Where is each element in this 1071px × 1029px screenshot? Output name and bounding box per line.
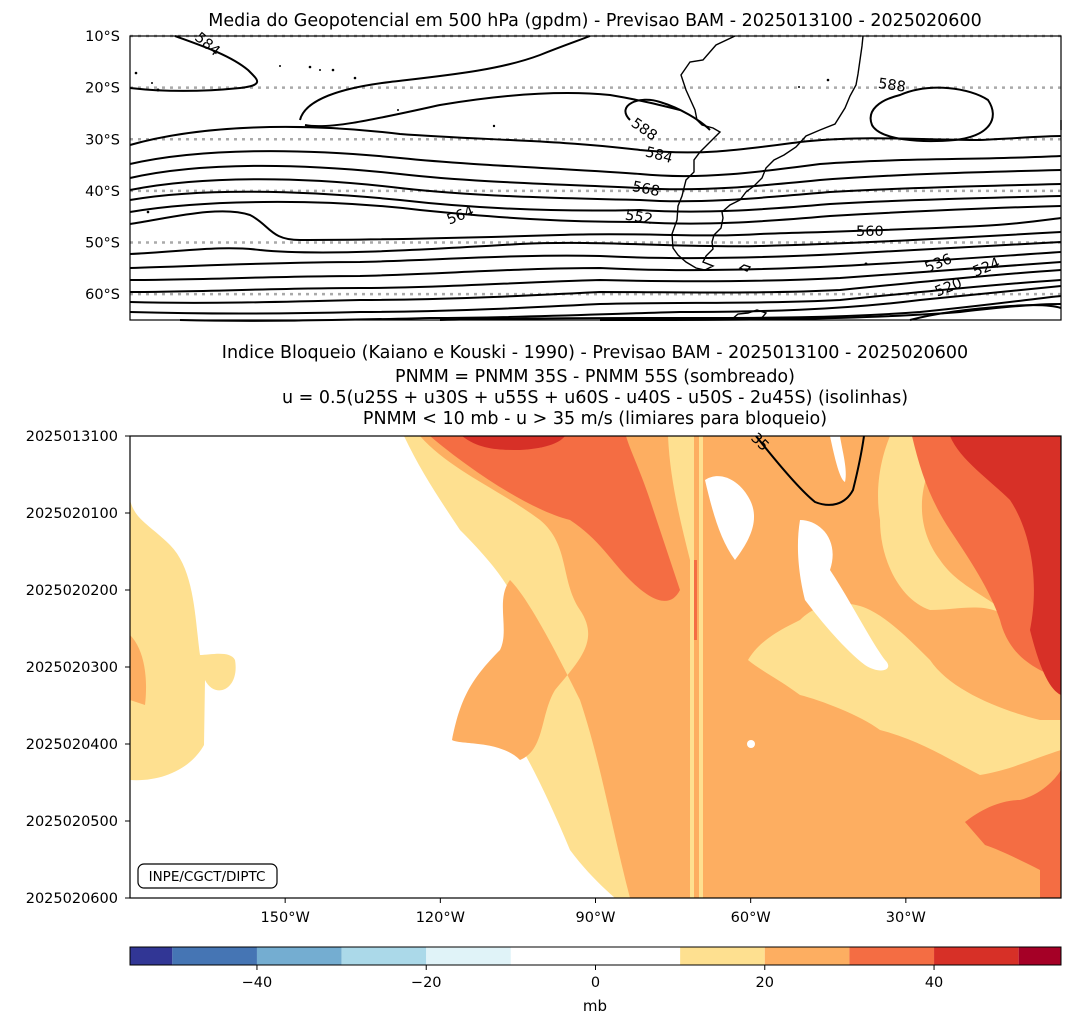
lon-tick-label: 120°W: [416, 910, 465, 926]
contour-560-low: [129, 210, 1062, 242]
time-axis: 2025013100 2025020100 2025020200 2025020300…: [26, 429, 130, 907]
colorbar-swatch: [764, 947, 850, 965]
contour-520: [909, 304, 1062, 321]
colorbar-tick-label: 20: [756, 975, 774, 991]
stripe-artifact: [694, 436, 699, 898]
lat-tick-label: 40°S: [85, 184, 120, 200]
colorbar-swatch: [1018, 947, 1061, 965]
stripe-artifact: [694, 560, 697, 640]
contour-label: 552: [624, 208, 654, 229]
contour-544: [129, 261, 1062, 293]
contour-568: [129, 190, 1062, 213]
colorbar: −40 −20 0 20 40 mb: [129, 946, 1062, 1015]
time-tick-label: 2025013100: [26, 429, 118, 445]
colorbar-swatch: [130, 947, 173, 965]
colorbar-tick-label: −40: [242, 975, 273, 991]
colorbar-swatches: [130, 947, 1061, 965]
white-gap: [705, 476, 755, 560]
white-gap: [830, 436, 846, 482]
lat-tick-label: 60°S: [85, 287, 120, 303]
map-title: Media do Geopotencial em 500 hPa (gpdm) …: [208, 11, 981, 31]
lon-tick-label: 30°W: [886, 910, 926, 926]
blocking-title-line-2: PNMM = PNMM 35S - PNMM 55S (sombreado): [395, 367, 795, 387]
contour-540: [129, 269, 1062, 304]
time-tick-label: 2025020600: [26, 891, 118, 907]
time-tick-label: 2025020200: [26, 583, 118, 599]
longitude-axis: 150°W 120°W 90°W 60°W 30°W: [261, 898, 926, 926]
shading-40-50: [462, 436, 565, 450]
shading-20-30: [130, 635, 147, 705]
contour-584-main: [129, 125, 1062, 154]
map-y-axis: 10°S 20°S 30°S 40°S 50°S 60°S: [85, 29, 120, 303]
lat-tick-label: 10°S: [85, 29, 120, 45]
blocking-title-line-3: u = 0.5(u25S + u30S + u55S + u60S - u40S…: [282, 388, 908, 408]
contour-528: [439, 295, 1062, 321]
lat-tick-label: 30°S: [85, 132, 120, 148]
contour-548: [129, 251, 1062, 281]
geopotential-map-panel: Media do Geopotencial em 500 hPa (gpdm) …: [85, 11, 1062, 322]
shading-40-50-east: [950, 436, 1061, 695]
contour-588-west: [299, 35, 591, 121]
colorbar-ticks: −40 −20 0 20 40: [242, 965, 943, 991]
contour-572: [129, 178, 1062, 203]
time-tick-label: 2025020400: [26, 737, 118, 753]
contour-576: [129, 164, 1062, 191]
colorbar-swatch: [934, 947, 1019, 965]
time-tick-label: 2025020300: [26, 660, 118, 676]
contour-564: [129, 200, 1062, 225]
shading-30-40-southeast: [965, 770, 1061, 898]
lon-tick-label: 150°W: [261, 910, 310, 926]
colorbar-swatch: [680, 947, 765, 965]
blocking-title-line-1: Indice Bloqueio (Kaiano e Kouski - 1990)…: [222, 343, 968, 363]
blocking-title-line-4: PNMM < 10 mb - u > 35 m/s (limiares para…: [363, 409, 827, 429]
credit-text: INPE/CGCT/DIPTC: [149, 869, 266, 885]
shading-10-20: [130, 436, 236, 781]
contour-label: 588: [877, 76, 907, 96]
white-gap: [747, 740, 755, 748]
shading-30-40: [430, 436, 680, 601]
colorbar-swatch: [172, 947, 257, 965]
lat-tick-label: 20°S: [85, 81, 120, 97]
colorbar-tick-label: −20: [411, 975, 442, 991]
u-isoline-35: [755, 435, 865, 506]
stripe-artifact: [690, 436, 694, 898]
contour-label: 568: [631, 179, 661, 200]
contour-580: [129, 150, 1062, 178]
blocking-index-panel: Indice Bloqueio (Kaiano e Kouski - 1990)…: [26, 343, 1062, 926]
colorbar-tick-label: 40: [925, 975, 943, 991]
contour-556: [129, 231, 1062, 255]
pnmm-shading: [130, 436, 1061, 898]
stripe-artifact: [699, 436, 703, 898]
lat-tick-label: 50°S: [85, 236, 120, 252]
lon-tick-label: 60°W: [731, 910, 771, 926]
colorbar-swatch: [849, 947, 935, 965]
colorbar-label: mb: [583, 997, 607, 1015]
contour-588-loop: [624, 98, 711, 131]
time-tick-label: 2025020100: [26, 506, 118, 522]
south-america-coastline: [671, 35, 864, 271]
colorbar-swatch: [510, 947, 681, 965]
credit-box: INPE/CGCT/DIPTC: [137, 863, 278, 889]
time-tick-label: 2025020500: [26, 814, 118, 830]
colorbar-swatch: [256, 947, 342, 965]
contour-584-north: [129, 35, 259, 92]
contour-536: [129, 279, 1062, 315]
credit-box-frame: [137, 863, 278, 889]
colorbar-swatch: [341, 947, 427, 965]
shading-20-30-main: [420, 436, 1061, 898]
lon-tick-label: 90°W: [575, 910, 615, 926]
map-frame: [129, 35, 1062, 321]
contour-552: [129, 241, 1062, 269]
contour-label: 584: [643, 144, 674, 167]
colorbar-swatch: [426, 947, 511, 965]
white-gap: [797, 520, 889, 671]
colorbar-tick-label: 0: [591, 975, 600, 991]
contour-label: 560: [856, 224, 884, 240]
